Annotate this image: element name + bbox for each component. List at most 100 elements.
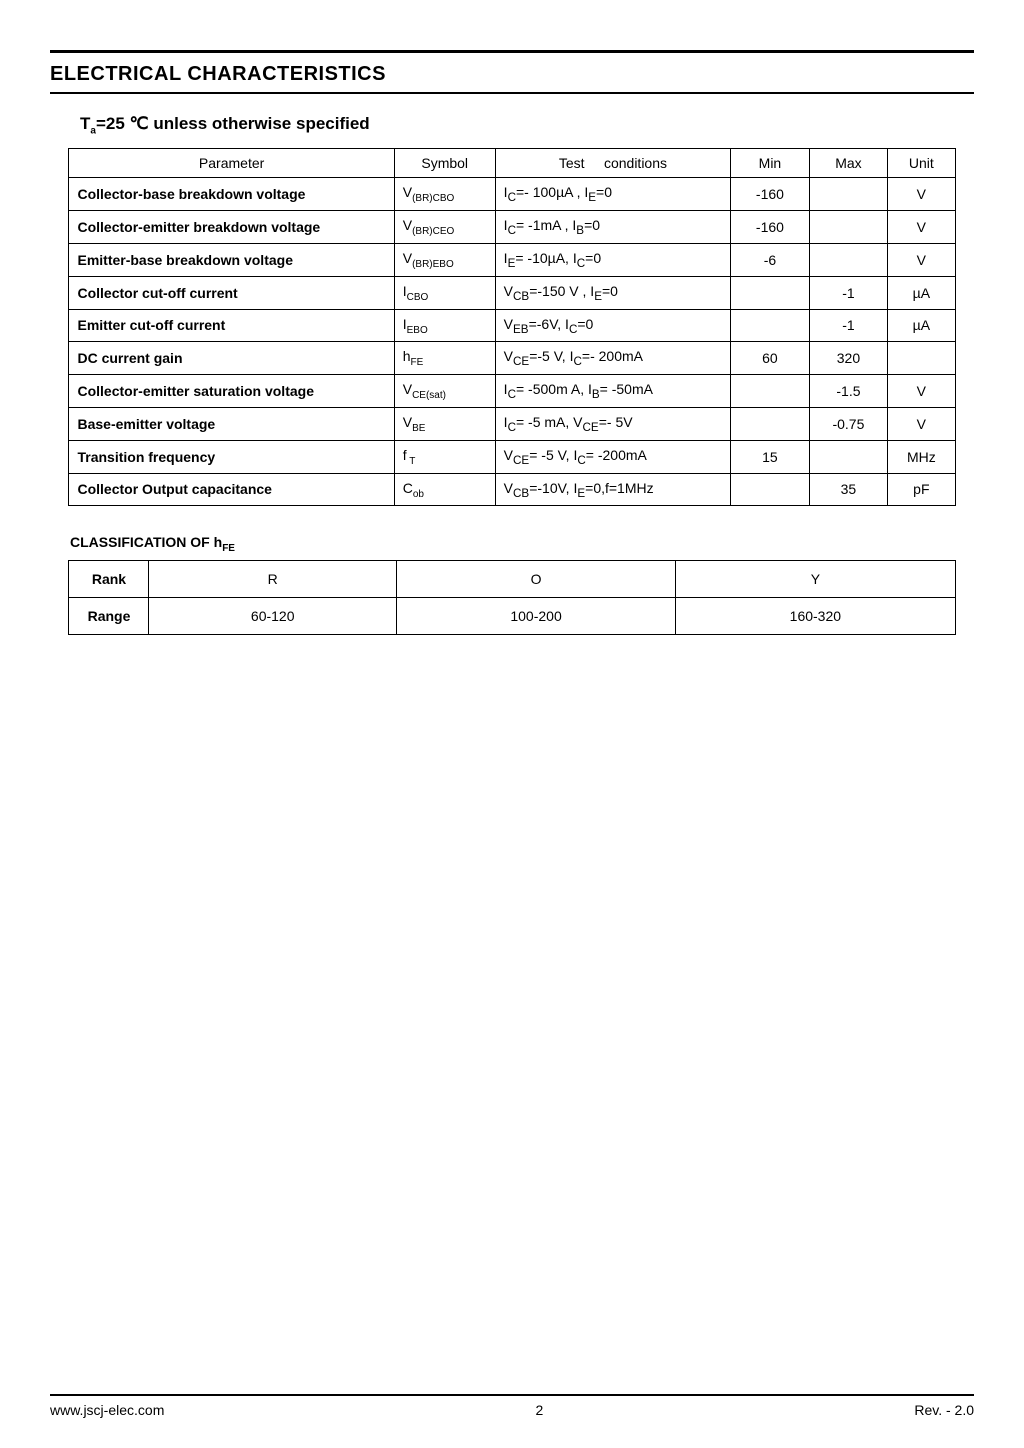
cell-unit: V — [888, 243, 955, 276]
cell-min: -160 — [731, 211, 810, 244]
range-col-0: 60-120 — [149, 598, 396, 635]
cell-symbol: V(BR)CEO — [394, 211, 495, 244]
rank-row: Rank R O Y — [69, 561, 955, 598]
classification-title: CLASSIFICATION OF hFE — [70, 534, 974, 554]
table-row: Collector Output capacitanceCobVCB=-10V,… — [69, 473, 955, 506]
cell-min: 15 — [731, 440, 810, 473]
table-row: Collector-emitter breakdown voltageV(BR)… — [69, 211, 955, 244]
cell-conditions: IC= -500m A, IB= -50mA — [495, 375, 731, 408]
cell-conditions: VCE= -5 V, IC= -200mA — [495, 440, 731, 473]
hfe-classification-table: Rank R O Y Range 60-120 100-200 160-320 — [68, 560, 955, 635]
header-max: Max — [809, 149, 888, 178]
cell-unit: µA — [888, 309, 955, 342]
rank-col-1: O — [396, 561, 675, 598]
cell-symbol: V(BR)CBO — [394, 178, 495, 211]
header-parameter: Parameter — [69, 149, 394, 178]
cell-unit: V — [888, 375, 955, 408]
cell-min — [731, 375, 810, 408]
cell-symbol: ICBO — [394, 276, 495, 309]
cell-min: -160 — [731, 178, 810, 211]
cell-unit: V — [888, 211, 955, 244]
cell-min: -6 — [731, 243, 810, 276]
cell-min — [731, 309, 810, 342]
cell-conditions: IE= -10µA, IC=0 — [495, 243, 731, 276]
class-title-sub: FE — [222, 543, 235, 554]
table-row: Collector cut-off currentICBOVCB=-150 V … — [69, 276, 955, 309]
table-row: DC current gainhFEVCE=-5 V, IC=- 200mA60… — [69, 342, 955, 375]
cell-max — [809, 440, 888, 473]
class-title-prefix: CLASSIFICATION OF h — [70, 534, 222, 550]
conditions-subtitle: Ta=25 ℃ unless otherwise specified — [80, 114, 974, 136]
range-col-2: 160-320 — [676, 598, 955, 635]
cell-conditions: IC= -1mA , IB=0 — [495, 211, 731, 244]
range-label: Range — [69, 598, 149, 635]
cell-min — [731, 276, 810, 309]
footer-center: 2 — [535, 1402, 543, 1418]
table-row: Emitter cut-off currentIEBOVEB=-6V, IC=0… — [69, 309, 955, 342]
rank-col-0: R — [149, 561, 396, 598]
cell-max — [809, 243, 888, 276]
cell-symbol: hFE — [394, 342, 495, 375]
top-rule — [50, 50, 974, 53]
cell-conditions: VEB=-6V, IC=0 — [495, 309, 731, 342]
cell-parameter: Transition frequency — [69, 440, 394, 473]
range-col-1: 100-200 — [396, 598, 675, 635]
cell-parameter: Collector-base breakdown voltage — [69, 178, 394, 211]
rank-col-2: Y — [676, 561, 955, 598]
subtitle-rest: =25 ℃ unless otherwise specified — [96, 114, 370, 133]
header-symbol: Symbol — [394, 149, 495, 178]
cell-symbol: V(BR)EBO — [394, 243, 495, 276]
cell-parameter: Collector cut-off current — [69, 276, 394, 309]
cell-symbol: VBE — [394, 407, 495, 440]
cell-parameter: DC current gain — [69, 342, 394, 375]
cell-parameter: Collector Output capacitance — [69, 473, 394, 506]
cell-conditions: VCB=-150 V , IE=0 — [495, 276, 731, 309]
subtitle-prefix: T — [80, 114, 90, 133]
cell-unit: V — [888, 407, 955, 440]
cell-conditions: IC= -5 mA, VCE=- 5V — [495, 407, 731, 440]
page-footer: www.jscj-elec.com 2 Rev. - 2.0 — [50, 1394, 974, 1418]
table-header-row: Parameter Symbol Test conditions Min Max… — [69, 149, 955, 178]
cell-parameter: Collector-emitter saturation voltage — [69, 375, 394, 408]
cell-unit: MHz — [888, 440, 955, 473]
electrical-characteristics-table: Parameter Symbol Test conditions Min Max… — [68, 148, 955, 506]
table-row: Collector-emitter saturation voltageVCE(… — [69, 375, 955, 408]
rank-label: Rank — [69, 561, 149, 598]
cell-parameter: Emitter-base breakdown voltage — [69, 243, 394, 276]
cell-max: -1 — [809, 276, 888, 309]
cell-symbol: VCE(sat) — [394, 375, 495, 408]
range-row: Range 60-120 100-200 160-320 — [69, 598, 955, 635]
cell-max — [809, 178, 888, 211]
cell-max: 320 — [809, 342, 888, 375]
cell-symbol: Cob — [394, 473, 495, 506]
cell-symbol: f T — [394, 440, 495, 473]
header-unit: Unit — [888, 149, 955, 178]
cell-parameter: Emitter cut-off current — [69, 309, 394, 342]
header-min: Min — [731, 149, 810, 178]
footer-left: www.jscj-elec.com — [50, 1402, 164, 1418]
cell-symbol: IEBO — [394, 309, 495, 342]
cell-min — [731, 407, 810, 440]
cell-conditions: VCB=-10V, IE=0,f=1MHz — [495, 473, 731, 506]
cell-conditions: VCE=-5 V, IC=- 200mA — [495, 342, 731, 375]
cell-parameter: Collector-emitter breakdown voltage — [69, 211, 394, 244]
header-conditions: Test conditions — [495, 149, 731, 178]
table-row: Base-emitter voltageVBEIC= -5 mA, VCE=- … — [69, 407, 955, 440]
cell-max — [809, 211, 888, 244]
cell-max: -0.75 — [809, 407, 888, 440]
cell-conditions: IC=- 100µA , IE=0 — [495, 178, 731, 211]
cell-max: 35 — [809, 473, 888, 506]
cell-parameter: Base-emitter voltage — [69, 407, 394, 440]
cell-min: 60 — [731, 342, 810, 375]
cell-max: -1 — [809, 309, 888, 342]
cell-unit: pF — [888, 473, 955, 506]
footer-right: Rev. - 2.0 — [914, 1402, 974, 1418]
table-row: Collector-base breakdown voltageV(BR)CBO… — [69, 178, 955, 211]
cell-unit: µA — [888, 276, 955, 309]
cell-unit: V — [888, 178, 955, 211]
cell-max: -1.5 — [809, 375, 888, 408]
cell-min — [731, 473, 810, 506]
table-row: Transition frequencyf TVCE= -5 V, IC= -2… — [69, 440, 955, 473]
cell-unit — [888, 342, 955, 375]
section-title: ELECTRICAL CHARACTERISTICS — [50, 59, 974, 94]
